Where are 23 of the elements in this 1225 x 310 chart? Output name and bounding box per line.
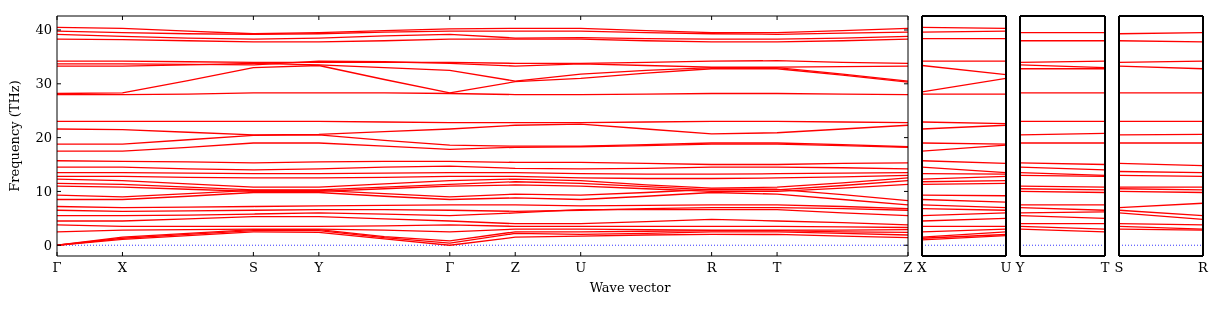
x-tick-label: Γ <box>445 260 455 275</box>
x-tick-label: X <box>117 260 128 275</box>
x-tick-label: S <box>1114 260 1124 275</box>
y-tick-label: 0 <box>43 237 52 253</box>
y-tick-label: 30 <box>35 76 52 92</box>
x-tick-label: Γ <box>52 260 62 275</box>
x-tick-label: U <box>1000 260 1012 275</box>
x-tick-label: U <box>575 260 587 275</box>
x-tick-label: Z <box>903 260 913 275</box>
y-tick-label: 40 <box>35 22 52 38</box>
x-tick-label: R <box>706 260 718 275</box>
x-tick-label: S <box>248 260 258 275</box>
y-tick-label: 10 <box>35 183 52 199</box>
y-axis-title: Frequency (THz) <box>7 80 22 192</box>
x-tick-label: T <box>1100 260 1110 275</box>
x-tick-label: T <box>772 260 782 275</box>
x-tick-label: Y <box>1014 260 1025 275</box>
y-tick-label: 20 <box>35 130 52 146</box>
x-axis-title: Wave vector <box>589 280 672 295</box>
x-tick-label: X <box>917 260 928 275</box>
x-tick-label: R <box>1198 260 1210 275</box>
x-tick-label: Z <box>510 260 520 275</box>
x-tick-label: Y <box>313 260 324 275</box>
